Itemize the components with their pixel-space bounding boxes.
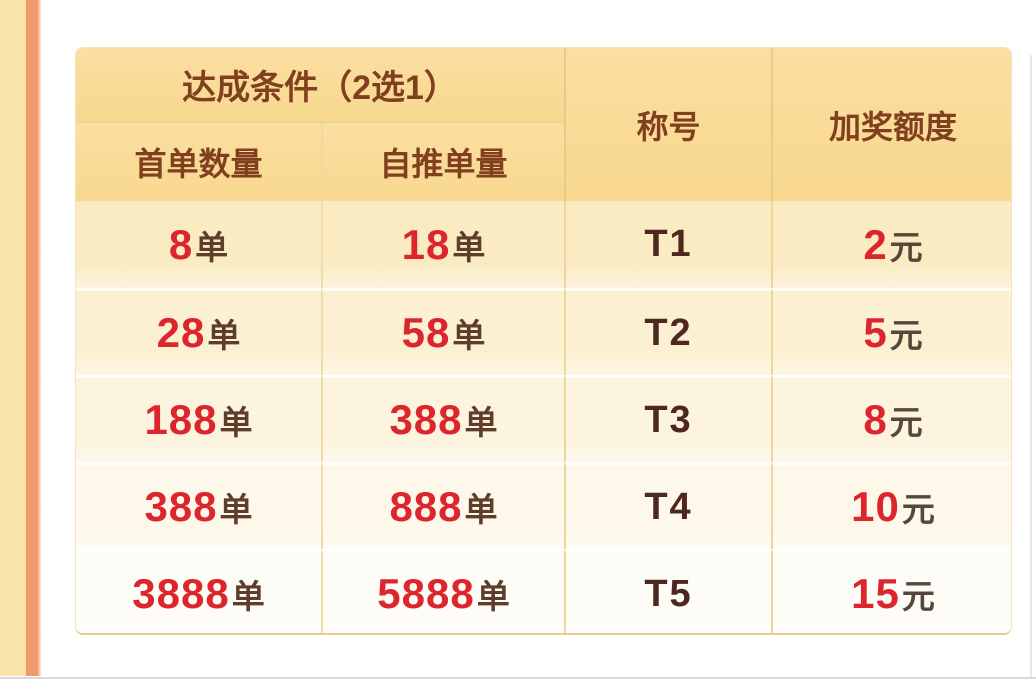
cell-first-orders: 3888 单 bbox=[76, 549, 321, 633]
header-self-push-count-label: 自推单量 bbox=[379, 146, 508, 182]
cell-bonus: 5 元 bbox=[771, 288, 1011, 375]
cell-bonus: 10 元 bbox=[771, 462, 1011, 549]
cell-self-orders: 58 单 bbox=[321, 288, 564, 375]
order-unit-label: 单 bbox=[464, 404, 498, 441]
header-condition-group: 达成条件（2选1） bbox=[76, 48, 564, 123]
cell-tier: T5 bbox=[564, 549, 771, 633]
bonus-value: 10 bbox=[851, 483, 900, 530]
header-title: 称号 bbox=[564, 48, 771, 201]
currency-label: 元 bbox=[889, 317, 923, 354]
header-condition-group-label: 达成条件（2选1） bbox=[182, 69, 458, 107]
cell-self-orders: 18 单 bbox=[321, 201, 564, 288]
first-orders-value: 8 bbox=[168, 220, 194, 268]
bonus-value: 5 bbox=[863, 309, 888, 356]
first-orders-value: 188 bbox=[144, 396, 218, 443]
cell-tier: T2 bbox=[564, 288, 771, 375]
self-orders-value: 388 bbox=[389, 396, 463, 443]
header-first-order-count: 首单数量 bbox=[76, 123, 321, 201]
cell-self-orders: 388 单 bbox=[321, 375, 564, 462]
reward-table: 达成条件（2选1） 首单数量 自推单量 称号 加奖额度 8 单 18 单 T1 … bbox=[75, 47, 1012, 635]
first-orders-value: 3888 bbox=[132, 570, 230, 617]
self-orders-value: 58 bbox=[401, 309, 451, 356]
tier-label: T4 bbox=[644, 485, 693, 528]
right-edge-line bbox=[1030, 55, 1032, 677]
currency-label: 元 bbox=[889, 228, 923, 266]
currency-label: 元 bbox=[901, 578, 935, 615]
self-orders-value: 18 bbox=[401, 220, 451, 268]
cell-self-orders: 888 单 bbox=[321, 462, 564, 549]
cell-first-orders: 28 单 bbox=[76, 288, 321, 375]
bonus-value: 2 bbox=[863, 220, 888, 268]
bonus-value: 15 bbox=[851, 570, 900, 617]
bottom-divider-line bbox=[0, 677, 1036, 679]
header-first-order-count-label: 首单数量 bbox=[134, 146, 263, 182]
self-orders-value: 5888 bbox=[377, 570, 475, 617]
order-unit-label: 单 bbox=[476, 578, 510, 615]
order-unit-label: 单 bbox=[464, 491, 498, 528]
tier-label: T1 bbox=[644, 223, 693, 265]
currency-label: 元 bbox=[889, 404, 923, 441]
cell-tier: T1 bbox=[564, 201, 771, 288]
accent-bar bbox=[26, 0, 42, 676]
cell-bonus: 8 元 bbox=[771, 375, 1011, 462]
order-unit-label: 单 bbox=[219, 404, 253, 441]
cell-first-orders: 8 单 bbox=[76, 201, 321, 288]
tier-label: T2 bbox=[644, 311, 693, 354]
cell-first-orders: 188 单 bbox=[76, 375, 321, 462]
header-bonus-amount-label: 加奖额度 bbox=[828, 108, 957, 145]
tier-label: T3 bbox=[644, 398, 693, 441]
currency-label: 元 bbox=[901, 491, 935, 528]
first-orders-value: 388 bbox=[144, 483, 218, 530]
order-unit-label: 单 bbox=[207, 317, 241, 354]
order-unit-label: 单 bbox=[452, 317, 486, 354]
tier-label: T5 bbox=[644, 572, 693, 615]
bonus-value: 8 bbox=[863, 396, 888, 443]
cell-self-orders: 5888 单 bbox=[321, 549, 564, 633]
cell-bonus: 2 元 bbox=[771, 201, 1011, 288]
first-orders-value: 28 bbox=[156, 309, 206, 356]
self-orders-value: 888 bbox=[389, 483, 463, 530]
header-bonus-amount: 加奖额度 bbox=[771, 48, 1011, 201]
order-unit-label: 单 bbox=[231, 578, 265, 615]
order-unit-label: 单 bbox=[452, 228, 486, 266]
order-unit-label: 单 bbox=[195, 228, 229, 266]
left-margin-strip bbox=[0, 0, 26, 676]
cell-tier: T4 bbox=[564, 462, 771, 549]
order-unit-label: 单 bbox=[219, 491, 253, 528]
cell-first-orders: 388 单 bbox=[76, 462, 321, 549]
cell-tier: T3 bbox=[564, 375, 771, 462]
header-title-label: 称号 bbox=[636, 108, 701, 145]
header-self-push-count: 自推单量 bbox=[321, 123, 564, 201]
cell-bonus: 15 元 bbox=[771, 549, 1011, 633]
